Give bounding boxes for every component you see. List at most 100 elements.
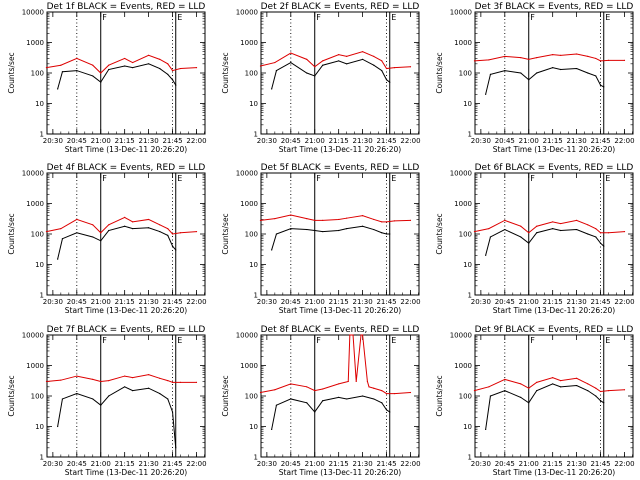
events-data-point: [271, 88, 273, 90]
y-tick-label: 10000: [236, 332, 258, 340]
lld-data-point: [587, 224, 589, 226]
lld-data-point: [159, 58, 161, 60]
x-tick-label: 20:30: [43, 298, 63, 306]
events-data-point: [560, 68, 562, 71]
x-tick-label: 21:00: [91, 137, 111, 145]
events-data-point: [306, 228, 308, 231]
lld-data-point: [132, 377, 134, 379]
events-data-point: [132, 390, 134, 392]
events-data-point: [603, 245, 605, 247]
y-tick-label: 1000: [240, 362, 258, 370]
events-data-point: [314, 75, 316, 77]
events-data-point: [528, 242, 530, 244]
events-data-point: [373, 64, 375, 66]
x-tick-label: 21:15: [543, 460, 563, 468]
lld-data-point: [108, 379, 110, 382]
lld-data-point: [60, 228, 62, 230]
lld-data-point: [338, 218, 340, 221]
time-marker-label: F: [316, 174, 321, 183]
events-data-point: [314, 411, 316, 413]
lld-data-point: [362, 215, 364, 217]
events-data-point: [528, 79, 530, 81]
y-axis-title: Counts/sec: [7, 52, 16, 93]
lld-data-point: [100, 380, 102, 383]
events-data-point: [362, 225, 364, 227]
lld-data-point: [504, 219, 506, 221]
y-axis-title: Counts/sec: [435, 375, 444, 416]
events-data-point: [576, 384, 578, 387]
events-data-point: [489, 73, 492, 75]
events-data-point: [595, 75, 597, 77]
y-tick-label: 1000: [454, 362, 472, 370]
x-tick-label: 21:15: [329, 137, 349, 145]
events-data-point: [271, 428, 273, 431]
lld-data-point: [314, 219, 316, 221]
y-axis-title: Counts/sec: [7, 213, 16, 254]
lld-data-point: [171, 69, 174, 72]
detector-panel: Det 9f BLACK = Events, RED = LLD 1 10 100 10…: [435, 325, 635, 477]
x-tick-label: 21:15: [115, 460, 135, 468]
events-data-point: [587, 390, 589, 392]
lld-data-point: [45, 380, 48, 383]
events-data-point: [108, 395, 110, 397]
events-data-point: [61, 238, 64, 240]
x-tick-label: 21:45: [162, 137, 182, 145]
y-tick-label: 1: [468, 292, 472, 300]
y-tick-label: 10000: [450, 9, 472, 17]
lld-data-point: [108, 64, 110, 66]
lld-data-point: [124, 216, 126, 219]
lld-data-point: [45, 230, 48, 233]
lld-data-point: [599, 60, 602, 62]
x-tick-label: 20:45: [67, 137, 87, 145]
panel-title: Det 5f BLACK = Events, RED = LLD: [261, 163, 420, 173]
lld-data-point: [373, 387, 375, 389]
lld-series-line: [260, 334, 411, 395]
x-tick-label: 21:45: [590, 460, 610, 468]
lld-data-point: [259, 65, 262, 67]
y-tick-label: 10000: [22, 170, 44, 178]
lld-series-line: [260, 51, 411, 70]
x-tick-label: 22:00: [186, 298, 206, 306]
lld-data-point: [373, 55, 375, 58]
lld-data-point: [179, 67, 182, 70]
events-data-point: [108, 68, 110, 71]
panel-title: Det 6f BLACK = Events, RED = LLD: [475, 163, 634, 173]
lld-data-point: [132, 221, 134, 223]
events-series-line: [57, 386, 177, 448]
y-axis-title: Counts/sec: [221, 52, 230, 93]
x-tick-label: 21:00: [305, 137, 325, 145]
x-tick-label: 20:45: [495, 460, 515, 468]
lld-data-point: [92, 378, 94, 381]
x-tick-label: 22:00: [400, 298, 420, 306]
events-data-point: [314, 229, 316, 232]
x-tick-label: 20:30: [471, 298, 491, 306]
lld-data-point: [381, 60, 383, 62]
time-marker-label: E: [177, 336, 182, 345]
y-tick-label: 1000: [26, 362, 44, 370]
time-marker-label: E: [605, 174, 610, 183]
lld-data-point: [100, 232, 102, 234]
y-tick-label: 10000: [22, 332, 44, 340]
lld-data-point: [347, 380, 349, 383]
events-data-point: [290, 228, 292, 230]
x-tick-label: 21:00: [519, 137, 539, 145]
x-tick-label: 20:45: [67, 298, 87, 306]
lld-data-point: [520, 225, 522, 227]
lld-data-point: [274, 217, 276, 220]
events-data-point: [373, 398, 375, 400]
events-data-point: [389, 233, 391, 235]
detector-panel: Det 5f BLACK = Events, RED = LLD 1 10 100 10…: [221, 163, 421, 315]
lld-data-point: [560, 54, 562, 56]
y-tick-label: 1: [254, 131, 258, 139]
lld-data-point: [393, 67, 396, 69]
plot-frame: [474, 334, 634, 458]
events-data-point: [167, 234, 169, 236]
y-tick-label: 10000: [22, 9, 44, 17]
x-tick-label: 21:30: [567, 137, 587, 145]
events-data-point: [587, 72, 589, 74]
y-tick-label: 10: [463, 100, 472, 108]
events-data-point: [132, 228, 134, 230]
events-data-point: [489, 236, 492, 238]
lld-data-point: [393, 220, 396, 222]
events-data-point: [485, 428, 487, 431]
